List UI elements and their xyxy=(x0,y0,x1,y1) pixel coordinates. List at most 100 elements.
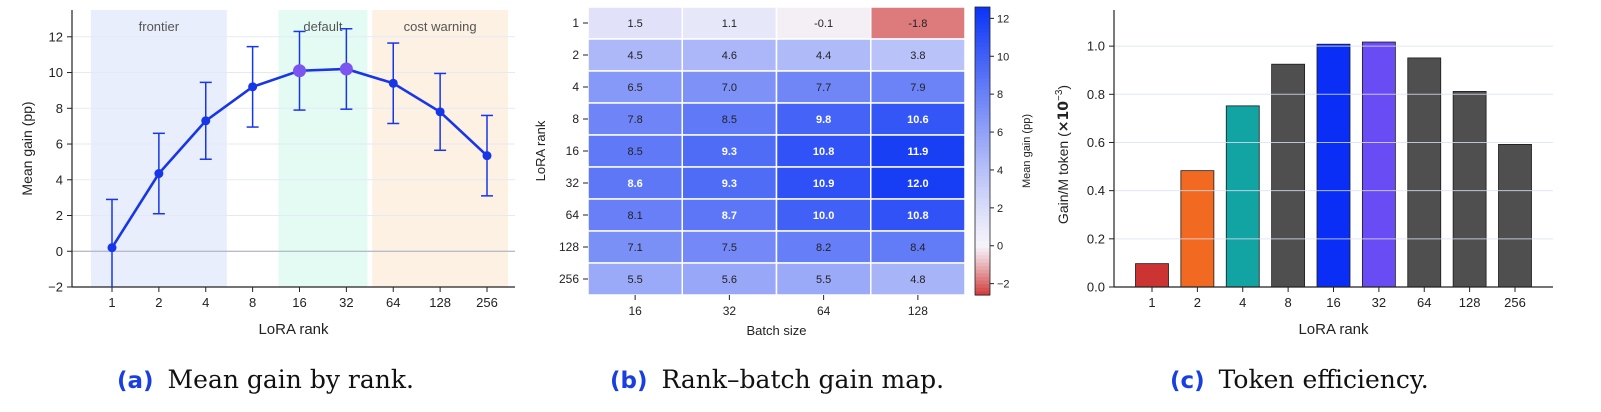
x-tick-label-c: 8 xyxy=(1285,295,1292,310)
bar xyxy=(1452,91,1487,288)
y-axis-label-a: Mean gain (pp) xyxy=(19,101,35,195)
heatmap-cell-label: 7.7 xyxy=(816,82,831,94)
heatmap-cell-label: 9.3 xyxy=(722,146,737,158)
x-tick-label-c: 4 xyxy=(1239,295,1246,310)
heatmap-cell-label: 8.1 xyxy=(627,210,642,222)
heatmap-cell xyxy=(775,6,872,40)
heatmap-cell-label: 7.9 xyxy=(910,82,925,94)
data-point-a xyxy=(435,107,445,117)
colorbar-segment xyxy=(975,280,990,285)
y-tick-label-c: 0.0 xyxy=(1087,280,1105,295)
colorbar-segment xyxy=(975,7,990,12)
colorbar-segment xyxy=(975,21,990,26)
heatmap-cell-label: 5.5 xyxy=(816,274,831,286)
colorbar-segment xyxy=(975,111,990,116)
heatmap-cell xyxy=(870,70,966,104)
colorbar-segment xyxy=(975,50,990,55)
colorbar-segment xyxy=(975,172,990,177)
heatmap-cell xyxy=(870,6,966,40)
colorbar-segment xyxy=(975,17,990,22)
colorbar-segment xyxy=(975,104,990,109)
data-point-a xyxy=(107,243,117,253)
colorbar-segment xyxy=(975,273,990,278)
heatmap-cell-label: 10.0 xyxy=(813,210,834,222)
y-tick-label-b: 256 xyxy=(559,272,579,286)
colorbar-tick-label: 2 xyxy=(997,203,1003,215)
colorbar-segment xyxy=(975,154,990,159)
caption-c-tag: (c) xyxy=(1170,368,1205,394)
colorbar-segment xyxy=(975,68,990,73)
heatmap-cell xyxy=(870,134,966,168)
colorbar-segment xyxy=(975,140,990,145)
heatmap-cell xyxy=(681,70,778,104)
data-point-a xyxy=(482,151,492,161)
y-tick-label-a: 6 xyxy=(56,137,63,152)
colorbar-segment xyxy=(975,219,990,224)
colorbar-segment xyxy=(975,43,990,48)
caption-b: (b) Rank–batch gain map. xyxy=(610,365,944,394)
heatmap-cell xyxy=(681,102,778,136)
colorbar-tick-label: 8 xyxy=(997,89,1003,101)
y-tick-label-b: 64 xyxy=(566,208,580,222)
bar xyxy=(1316,43,1351,288)
colorbar-segment xyxy=(975,277,990,282)
colorbar-segment xyxy=(975,97,990,102)
heatmap-cell xyxy=(587,70,683,104)
y-tick-label-c: 0.8 xyxy=(1087,87,1105,102)
x-tick-label-a: 128 xyxy=(429,295,451,310)
y-tick-label-a: 0 xyxy=(56,244,63,259)
x-tick-label-a: 8 xyxy=(249,295,256,310)
colorbar-segment xyxy=(975,230,990,235)
colorbar-segment xyxy=(975,122,990,127)
heatmap-cell-label: 7.0 xyxy=(722,82,737,94)
heatmap-cell-label: 4.4 xyxy=(816,50,831,62)
caption-c-text: Token efficiency. xyxy=(1219,365,1429,394)
x-tick-label-a: 4 xyxy=(202,295,209,310)
band-1 xyxy=(278,10,368,287)
caption-a-text: Mean gain by rank. xyxy=(168,365,414,394)
heatmap-cell-label: 8.6 xyxy=(627,178,642,190)
band-label-2: cost warning xyxy=(404,19,477,34)
panel-c-bar-chart: 0.0 0.2 0.4 0.6 0.8 1.0 1 2 4 8 16 32 64 128 256 LoRA r… xyxy=(1054,10,1553,338)
bar xyxy=(1498,144,1532,288)
heatmap-cell-label: 5.5 xyxy=(627,274,642,286)
x-tick-label-b: 64 xyxy=(817,304,831,318)
data-point-a xyxy=(154,169,164,179)
colorbar-frame xyxy=(974,6,991,296)
heatmap-cell xyxy=(587,102,683,136)
heatmap-cell-label: 8.5 xyxy=(627,146,642,158)
data-point-a xyxy=(293,64,306,78)
colorbar-segment xyxy=(975,147,990,152)
colorbar-segment xyxy=(975,53,990,58)
heatmap-cell-label: 7.1 xyxy=(627,242,642,254)
colorbar-segment xyxy=(975,259,990,264)
heatmap-cell-label: 9.8 xyxy=(816,114,831,126)
caption-a: (a) Mean gain by rank. xyxy=(117,365,414,394)
heatmap-cell-label: -0.1 xyxy=(814,18,833,30)
x-tick-label-c: 32 xyxy=(1372,295,1386,310)
x-tick-label-c: 128 xyxy=(1459,295,1481,310)
colorbar-segment xyxy=(975,212,990,217)
colorbar-segment xyxy=(975,248,990,253)
colorbar-segment xyxy=(975,93,990,98)
heatmap-cell xyxy=(587,262,683,296)
colorbar-segment xyxy=(975,151,990,156)
y-tick-label-a: −2 xyxy=(48,280,63,295)
heatmap-cell-label: 7.8 xyxy=(627,114,642,126)
colorbar-segment xyxy=(975,28,990,33)
colorbar-segment xyxy=(975,86,990,91)
colorbar-segment xyxy=(975,14,990,19)
colorbar-segment xyxy=(975,251,990,256)
colorbar-segment xyxy=(975,179,990,184)
data-point-a xyxy=(339,62,353,76)
heatmap-cell-label: 7.5 xyxy=(722,242,737,254)
heatmap-cell xyxy=(681,262,778,296)
colorbar-segment xyxy=(975,79,990,84)
colorbar-segment xyxy=(975,262,990,267)
bar xyxy=(1180,170,1215,288)
colorbar-segment xyxy=(975,158,990,163)
x-tick-label-a: 16 xyxy=(292,295,306,310)
heatmap-cell xyxy=(681,38,778,72)
colorbar-tick-label: 6 xyxy=(997,127,1003,139)
